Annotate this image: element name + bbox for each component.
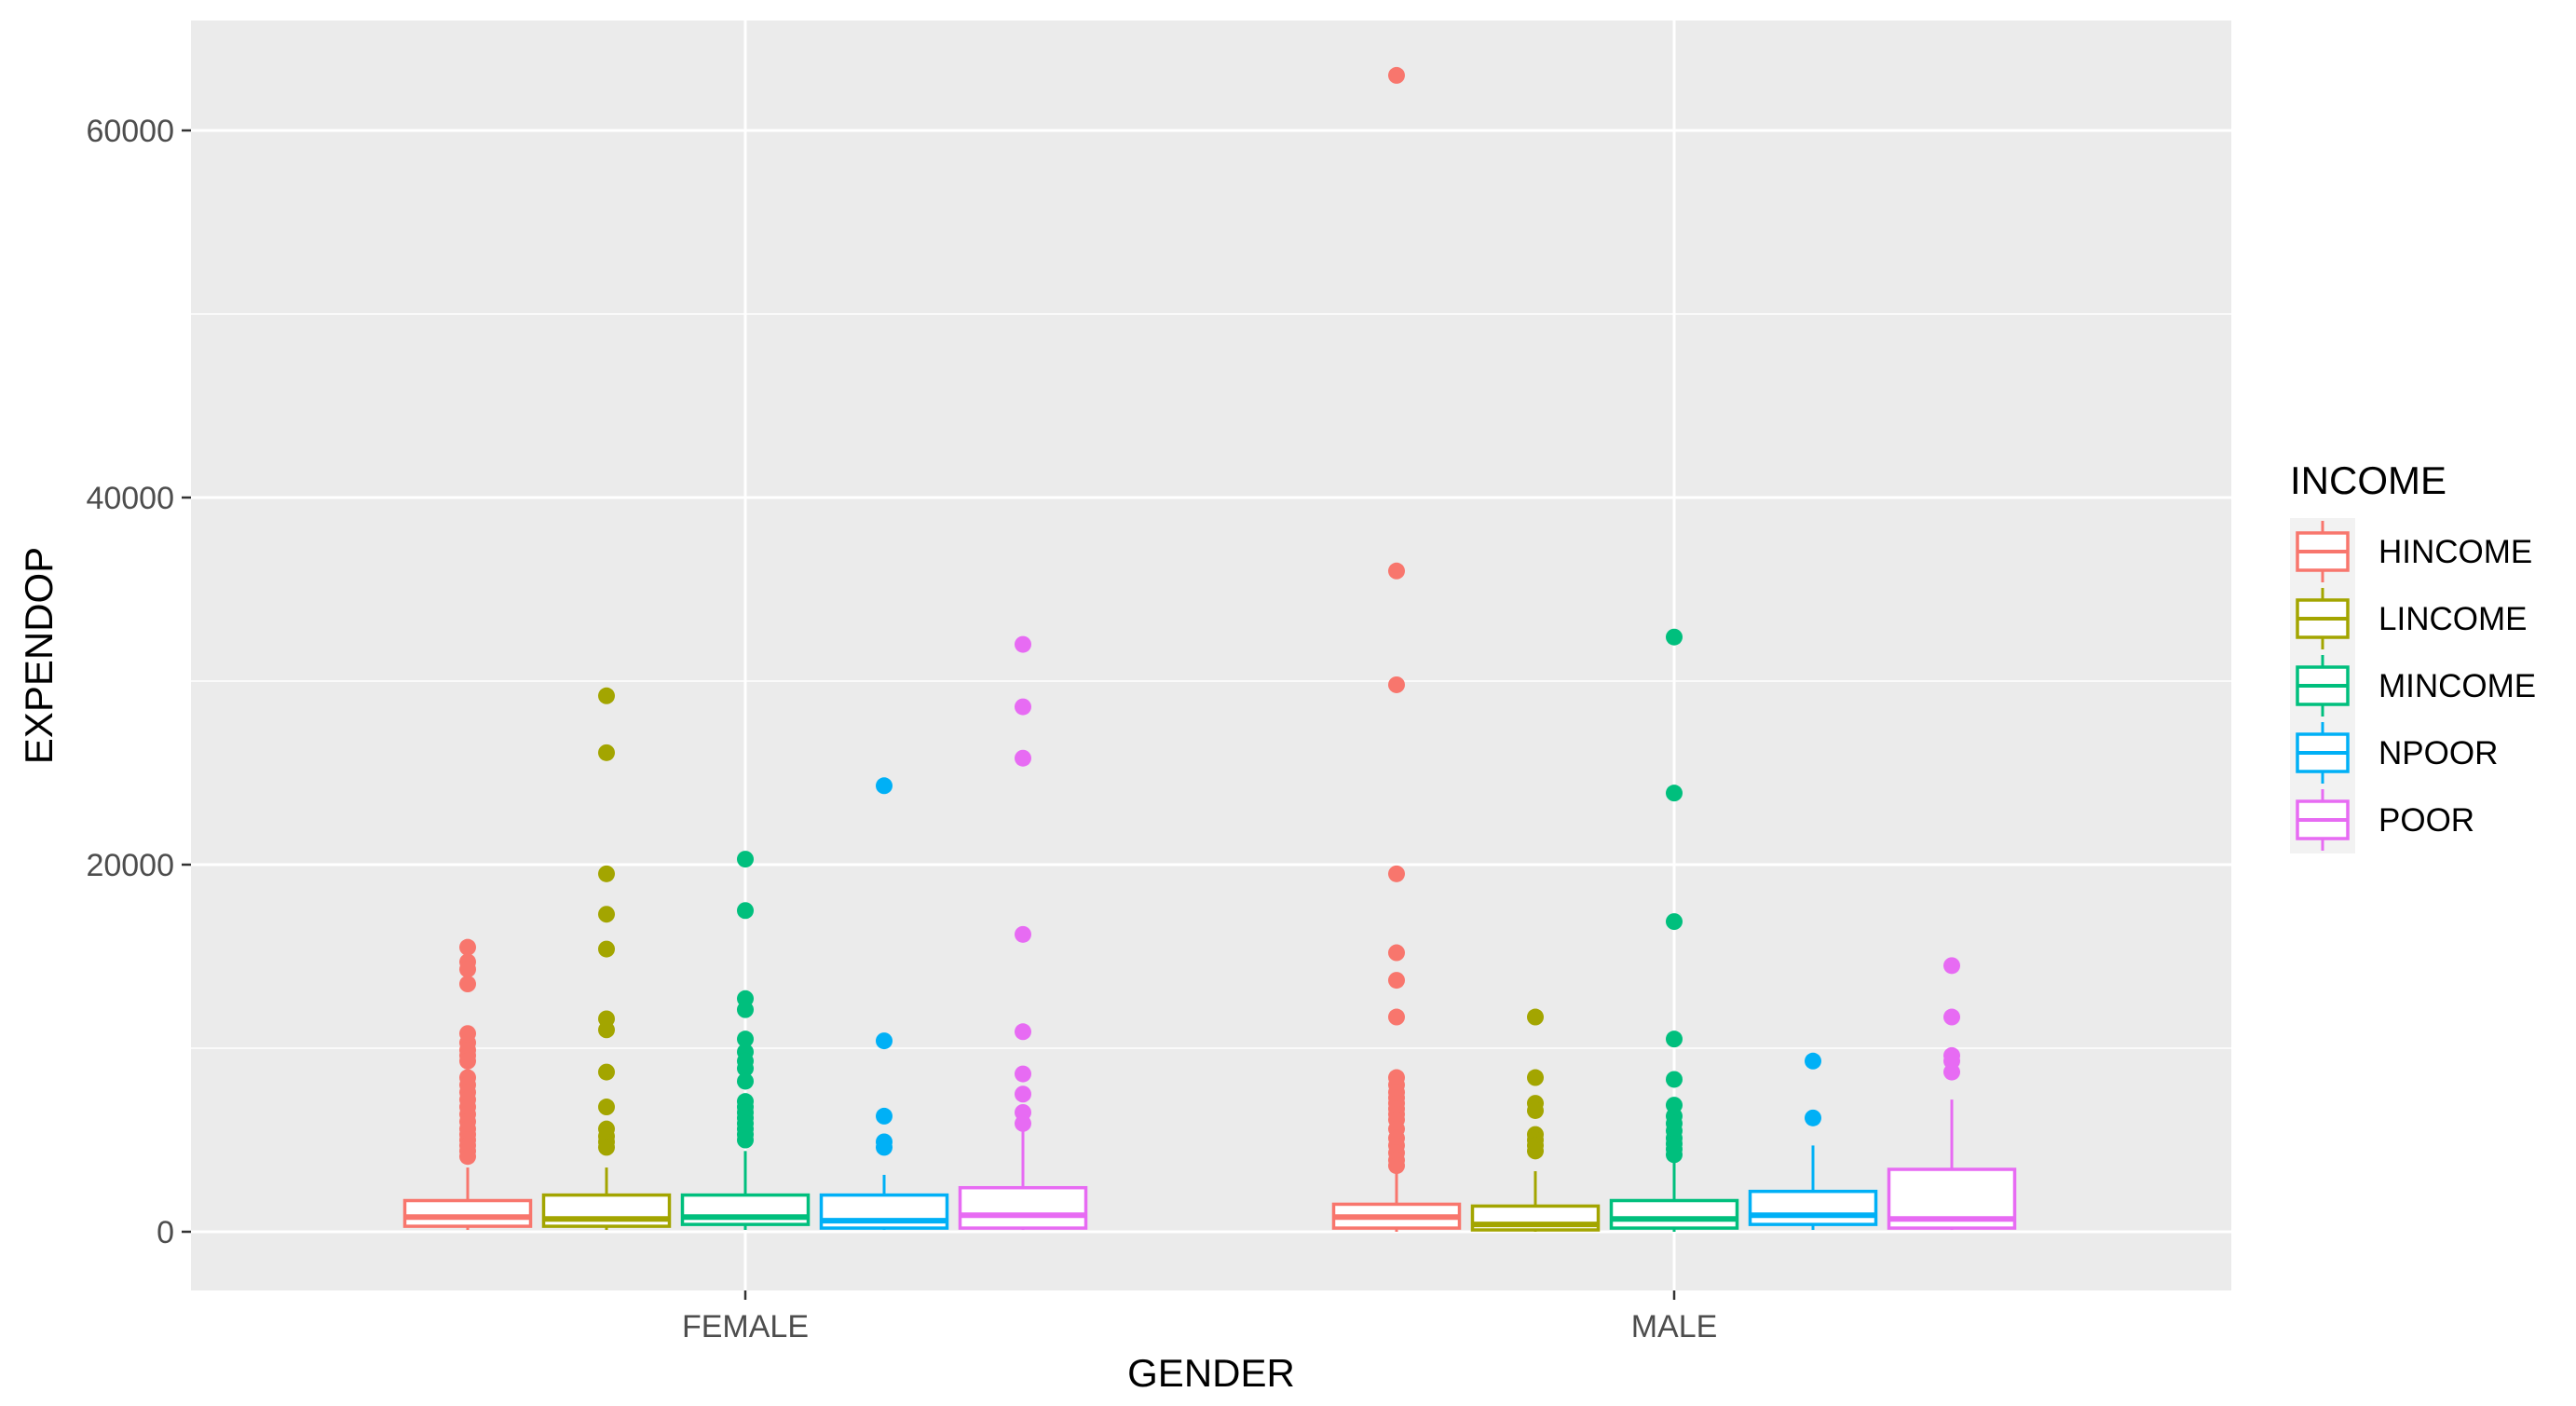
outlier-point — [1943, 957, 1960, 975]
outlier-point — [1666, 628, 1683, 646]
outlier-point — [1015, 1023, 1031, 1041]
y-tick-label: 40000 — [86, 481, 174, 516]
box-body — [1748, 1189, 1878, 1226]
x-tick-label: MALE — [1631, 1309, 1718, 1345]
outlier-point — [598, 906, 615, 923]
outlier-point — [737, 851, 754, 868]
outlier-point — [1015, 925, 1031, 943]
box-body — [680, 1193, 811, 1226]
legend-item-hincome: HINCOME — [2290, 518, 2532, 585]
outlier-point — [598, 744, 615, 761]
outlier-point — [598, 1063, 615, 1081]
outlier-point — [1527, 1101, 1544, 1119]
outlier-point — [598, 687, 615, 704]
box-mincome-male — [1609, 628, 1739, 1232]
outlier-point — [1666, 1071, 1683, 1088]
boxplot-marks — [402, 66, 2017, 1232]
outlier-point — [737, 1072, 754, 1090]
legend-item-lincome: LINCOME — [2290, 585, 2527, 652]
y-tick-label: 20000 — [86, 848, 174, 883]
box-npoor-female — [819, 777, 949, 1231]
outlier-point — [1388, 1157, 1405, 1175]
box-poor-female — [958, 635, 1088, 1231]
outlier-point — [1943, 1008, 1960, 1026]
outlier-point — [1666, 1146, 1683, 1164]
outlier-point — [876, 1139, 893, 1156]
box-poor-male — [1887, 957, 2017, 1231]
outlier-point — [598, 1139, 615, 1156]
outlier-point — [459, 961, 476, 978]
outlier-point — [1015, 635, 1031, 653]
outlier-point — [1943, 1063, 1960, 1081]
outlier-point — [598, 940, 615, 958]
outlier-point — [737, 902, 754, 920]
y-axis-title: EXPENDOP — [17, 547, 61, 764]
box-hincome-female — [402, 938, 533, 1231]
outlier-point — [1388, 972, 1405, 990]
outlier-point — [598, 1021, 615, 1039]
box-hincome-male — [1331, 66, 1462, 1232]
outlier-point — [876, 1107, 893, 1125]
outlier-point — [737, 1031, 754, 1048]
legend: INCOME HINCOME LINCOME MINCOME NPOOR POOR — [2290, 458, 2536, 853]
legend-item-poor: POOR — [2290, 786, 2474, 853]
outlier-point — [1015, 1114, 1031, 1132]
box-body — [958, 1185, 1088, 1230]
outlier-point — [876, 1032, 893, 1050]
outlier-point — [1015, 698, 1031, 716]
outlier-point — [1666, 1031, 1683, 1048]
box-lincome-male — [1470, 1008, 1601, 1232]
outlier-point — [459, 1052, 476, 1070]
grid-lines — [191, 20, 2231, 1290]
legend-label: HINCOME — [2378, 534, 2532, 570]
box-body — [1609, 1198, 1739, 1230]
outlier-point — [1527, 1142, 1544, 1160]
legend-label: MINCOME — [2378, 668, 2536, 704]
outlier-point — [737, 1059, 754, 1077]
legend-item-mincome: MINCOME — [2290, 652, 2536, 719]
outlier-point — [1805, 1052, 1821, 1070]
outlier-point — [737, 1131, 754, 1149]
y-axis: 0 20000 40000 60000 — [86, 114, 191, 1250]
legend-label: NPOOR — [2378, 735, 2498, 771]
y-tick-label: 60000 — [86, 114, 174, 149]
legend-item-npoor: NPOOR — [2290, 719, 2498, 786]
x-axis: FEMALE MALE — [682, 1290, 1717, 1345]
outlier-point — [1666, 785, 1683, 802]
outlier-point — [1015, 749, 1031, 767]
outlier-point — [876, 777, 893, 795]
outlier-point — [1388, 562, 1405, 580]
outlier-point — [1388, 66, 1405, 84]
box-lincome-female — [541, 687, 672, 1231]
outlier-point — [459, 1148, 476, 1166]
outlier-point — [1015, 1085, 1031, 1103]
outlier-point — [1388, 865, 1405, 882]
box-body — [402, 1198, 533, 1228]
legend-label: LINCOME — [2378, 601, 2527, 637]
plot-panel — [191, 20, 2231, 1290]
outlier-point — [459, 976, 476, 993]
x-tick-label: FEMALE — [682, 1309, 809, 1345]
outlier-point — [1388, 676, 1405, 693]
outlier-point — [1015, 1065, 1031, 1083]
outlier-point — [737, 1001, 754, 1018]
outlier-point — [1388, 1008, 1405, 1026]
outlier-point — [598, 1099, 615, 1116]
legend-label: POOR — [2378, 802, 2474, 839]
outlier-point — [1527, 1069, 1544, 1086]
legend-title: INCOME — [2290, 458, 2447, 502]
outlier-point — [1805, 1109, 1821, 1126]
box-npoor-male — [1748, 1052, 1878, 1231]
outlier-point — [1527, 1008, 1544, 1026]
box-mincome-female — [680, 851, 811, 1231]
outlier-point — [459, 938, 476, 956]
outlier-point — [1388, 944, 1405, 962]
outlier-point — [1666, 913, 1683, 931]
outlier-point — [598, 865, 615, 882]
x-axis-title: GENDER — [1127, 1351, 1295, 1395]
y-tick-label: 0 — [157, 1215, 174, 1250]
